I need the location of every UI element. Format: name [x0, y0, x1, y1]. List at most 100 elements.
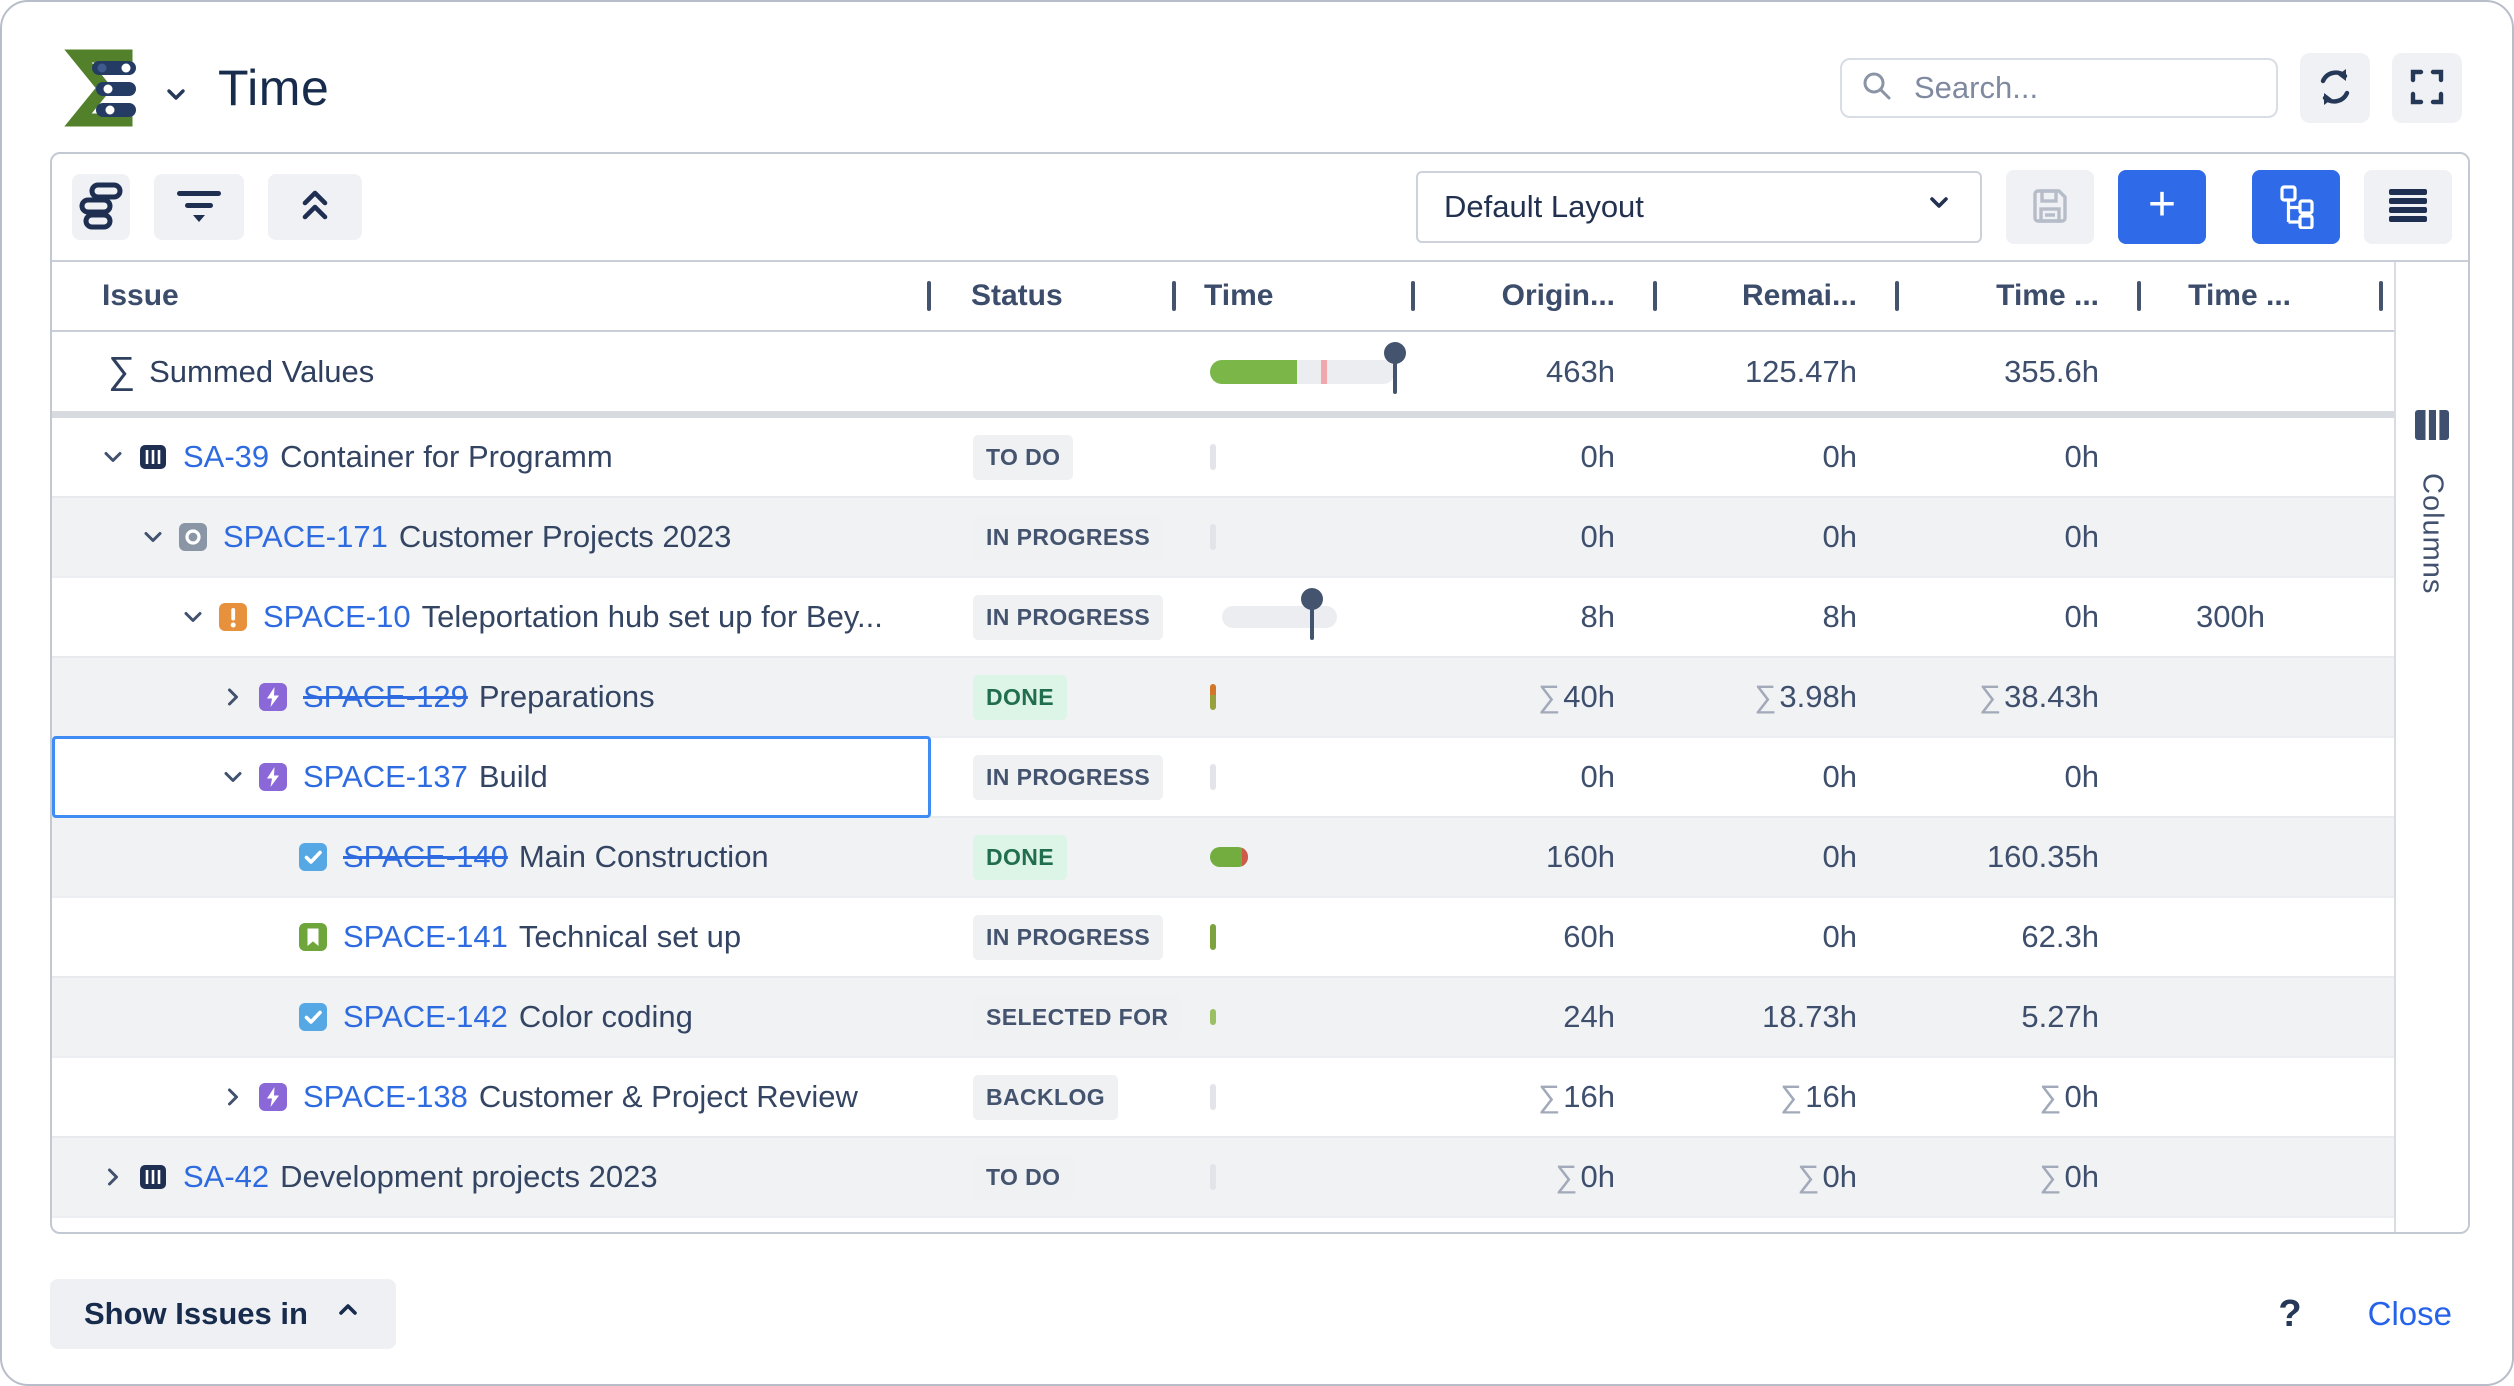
issue-row-space-129[interactable]: SPACE-129PreparationsDONE∑40h∑3.98h∑38.4…: [52, 658, 2394, 738]
column-resize-handle[interactable]: [1895, 281, 1899, 311]
add-issue-button[interactable]: +: [2118, 170, 2206, 244]
column-header-status[interactable]: Status: [929, 262, 1174, 330]
time-value-cell: 0h: [1413, 759, 1655, 795]
issue-key-link[interactable]: SPACE-10: [263, 599, 411, 635]
status-badge: TO DO: [973, 1155, 1073, 1200]
column-header-label: Status: [971, 279, 1063, 313]
column-header-time[interactable]: Time ...: [1897, 262, 2139, 330]
container-icon: [136, 440, 170, 474]
status-badge: DONE: [973, 835, 1067, 880]
time-progress-cell: [1174, 578, 1413, 656]
save-layout-button[interactable]: [2006, 170, 2094, 244]
column-resize-handle[interactable]: [1411, 281, 1415, 311]
chevron-down-icon[interactable]: [178, 602, 216, 632]
close-button[interactable]: Close: [2368, 1295, 2452, 1333]
issue-cell: SPACE-140Main Construction: [52, 818, 929, 896]
column-header-issue[interactable]: Issue: [52, 262, 929, 330]
layout-select[interactable]: Default Layout: [1416, 171, 1982, 243]
columns-panel-label: Columns: [2416, 473, 2449, 594]
issue-row-space-10[interactable]: SPACE-10Teleportation hub set up for Bey…: [52, 578, 2394, 658]
search-box[interactable]: [1840, 58, 2278, 118]
column-header-filler: [2381, 262, 2394, 330]
app-switcher-chevron-down-icon[interactable]: [162, 81, 190, 114]
chevron-down-icon[interactable]: [218, 762, 256, 792]
column-resize-handle[interactable]: [1172, 281, 1176, 311]
issue-row-space-141[interactable]: SPACE-141 Technical set up IN PROGRESS 60h0…: [52, 898, 2394, 978]
column-header-remai[interactable]: Remai...: [1655, 262, 1897, 330]
column-header-label: Time: [1204, 279, 1273, 313]
help-button[interactable]: ?: [2278, 1293, 2301, 1336]
show-issues-in-label: Show Issues in: [84, 1296, 308, 1332]
time-progress-cell: [1174, 1138, 1413, 1216]
issue-key-link[interactable]: SPACE-140: [343, 839, 508, 875]
time-value-cell: 24h: [1413, 999, 1655, 1035]
issue-key-link[interactable]: SPACE-142: [343, 999, 508, 1035]
group-by-button[interactable]: [72, 174, 130, 240]
status-badge: DONE: [973, 675, 1067, 720]
chevron-right-icon[interactable]: [218, 682, 256, 712]
column-resize-handle[interactable]: [1653, 281, 1657, 311]
issue-row-space-140[interactable]: SPACE-140Main ConstructionDONE160h0h160.…: [52, 818, 2394, 898]
issue-key-link[interactable]: SA-42: [183, 1159, 269, 1195]
collapse-all-button[interactable]: [268, 174, 362, 240]
time-value-cell: 0h: [1655, 919, 1897, 955]
issue-key-link[interactable]: SPACE-137: [303, 759, 468, 795]
fullscreen-button[interactable]: [2392, 53, 2462, 123]
status-badge: IN PROGRESS: [973, 755, 1163, 800]
issue-row-sa-42[interactable]: SA-42Development projects 2023TO DO∑0h∑0…: [52, 1138, 2394, 1218]
issue-cell: SPACE-138Customer & Project Review: [52, 1058, 929, 1136]
column-resize-handle[interactable]: [2137, 281, 2141, 311]
chevron-down-icon[interactable]: [138, 522, 176, 552]
status-cell: IN PROGRESS: [929, 915, 1174, 960]
time-value-cell: ∑0h: [1413, 1159, 1655, 1195]
task-icon: [296, 840, 330, 874]
time-value-cell: 300h: [2139, 599, 2381, 635]
issue-summary: Technical set up: [519, 919, 741, 955]
issue-key-link[interactable]: SPACE-129: [303, 679, 468, 715]
issue-key-link[interactable]: SA-39: [183, 439, 269, 475]
chevron-right-icon[interactable]: [98, 1162, 136, 1192]
time-value-cell: 0h: [1413, 439, 1655, 475]
refresh-button[interactable]: [2300, 53, 2370, 123]
epic-icon: [256, 760, 290, 794]
show-issues-in-button[interactable]: Show Issues in: [50, 1279, 396, 1349]
issue-row-space-138[interactable]: SPACE-138Customer & Project ReviewBACKLO…: [52, 1058, 2394, 1138]
time-value-cell: 0h: [1655, 519, 1897, 555]
issue-row-space-137[interactable]: SPACE-137BuildIN PROGRESS0h0h0h: [52, 738, 2394, 818]
time-value-cell: 18.73h: [1655, 999, 1897, 1035]
column-header-time[interactable]: Time: [1174, 262, 1413, 330]
tree-view-toggle-button[interactable]: [2252, 170, 2340, 244]
time-value-cell: 0h: [1897, 519, 2139, 555]
time-value-cell: 5.27h: [1897, 999, 2139, 1035]
search-input[interactable]: [1912, 69, 2258, 107]
status-cell: SELECTED FOR: [929, 995, 1174, 1040]
summed-values-label: ∑Summed Values: [98, 350, 374, 393]
column-header-label: Time ...: [2188, 279, 2291, 313]
list-view-toggle-button[interactable]: [2364, 170, 2452, 244]
issue-key-link[interactable]: SPACE-138: [303, 1079, 468, 1115]
issue-key-link[interactable]: SPACE-171: [223, 519, 388, 555]
column-header-origin[interactable]: Origin...: [1413, 262, 1655, 330]
sum-sigma-prefix: ∑: [1797, 1159, 1819, 1194]
issue-row-space-171[interactable]: SPACE-171Customer Projects 2023IN PROGRE…: [52, 498, 2394, 578]
issue-summary: Build: [479, 759, 548, 795]
filter-button[interactable]: [154, 174, 244, 240]
issue-key-link[interactable]: SPACE-141: [343, 919, 508, 955]
time-value-cell: 60h: [1413, 919, 1655, 955]
progress-sliver: [1210, 444, 1216, 470]
issue-row-sa-39[interactable]: SA-39Container for ProgrammTO DO0h0h0h: [52, 418, 2394, 498]
columns-panel-tab[interactable]: Columns: [2396, 262, 2468, 1232]
time-progress-cell: [1174, 658, 1413, 736]
status-badge: IN PROGRESS: [973, 915, 1163, 960]
time-value-cell: 0h: [1897, 439, 2139, 475]
column-resize-handle[interactable]: [927, 281, 931, 311]
epic-icon: [256, 680, 290, 714]
table-header: IssueStatusTimeOrigin...Remai...Time ...…: [52, 262, 2394, 332]
chevron-down-icon[interactable]: [98, 442, 136, 472]
column-header-time[interactable]: Time ...: [2139, 262, 2381, 330]
estimate-pin-marker: [1384, 342, 1406, 364]
chevron-right-icon[interactable]: [218, 1082, 256, 1112]
time-progress-cell: [1174, 818, 1413, 896]
column-resize-handle[interactable]: [2379, 281, 2383, 311]
issue-row-space-142[interactable]: SPACE-142Color codingSELECTED FOR24h18.7…: [52, 978, 2394, 1058]
